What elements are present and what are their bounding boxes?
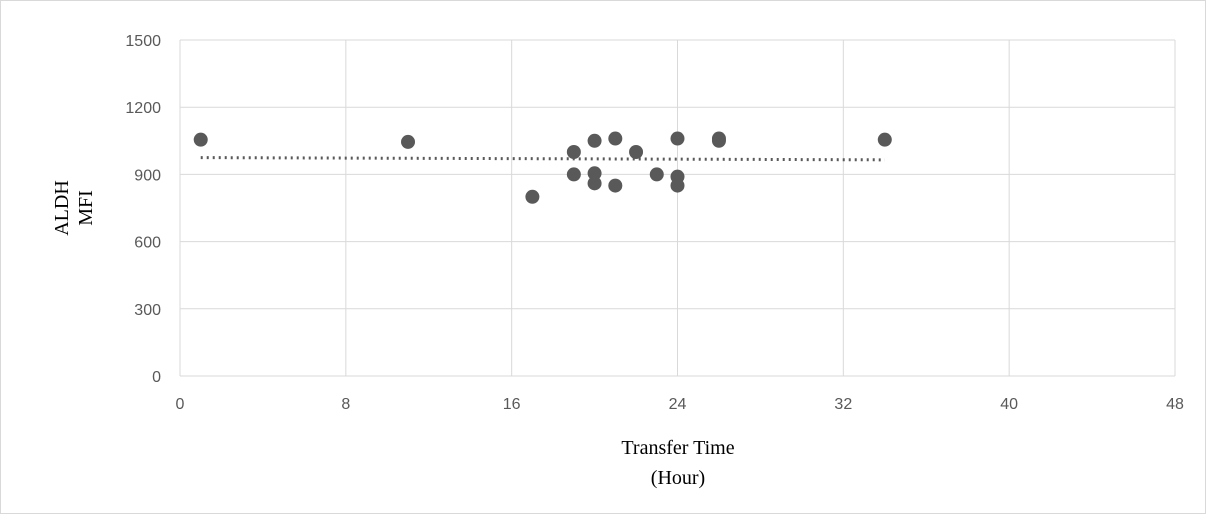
y-tick-labels: 0 300 600 900 1200 1500 — [125, 33, 161, 386]
data-point — [566, 167, 581, 182]
data-point — [877, 132, 892, 147]
x-tick-label: 32 — [834, 396, 852, 413]
y-tick-label: 300 — [134, 302, 161, 319]
x-axis-title-line-2: (Hour) — [651, 467, 705, 489]
data-point — [566, 145, 581, 159]
y-tick-label: 900 — [134, 167, 161, 184]
y-tick-label: 1200 — [125, 100, 161, 117]
data-point — [193, 132, 208, 147]
data-point — [587, 166, 602, 181]
data-point — [629, 145, 644, 159]
data-points — [193, 131, 892, 204]
data-point — [711, 133, 726, 148]
x-tick-labels: 0 8 16 24 32 40 48 — [176, 396, 1184, 413]
x-axis-title-line-1: Transfer Time — [621, 437, 734, 459]
y-axis-title-line-1: ALDH — [51, 180, 73, 236]
data-point — [670, 131, 685, 146]
data-point — [608, 178, 623, 193]
data-point — [525, 189, 540, 204]
x-tick-label: 16 — [503, 396, 521, 413]
y-tick-label: 600 — [134, 235, 161, 252]
x-tick-label: 8 — [341, 396, 350, 413]
y-axis-title-line-2: MFI — [75, 190, 97, 226]
data-point — [649, 167, 664, 182]
x-tick-label: 40 — [1000, 396, 1018, 413]
data-point — [587, 133, 602, 148]
data-point — [670, 178, 685, 193]
x-gridlines — [179, 40, 1176, 376]
x-tick-label: 24 — [669, 396, 687, 413]
trendline — [200, 156, 885, 162]
x-tick-label: 48 — [1166, 396, 1184, 413]
data-point — [608, 131, 623, 146]
data-point — [401, 134, 416, 149]
y-tick-label: 0 — [152, 369, 161, 386]
data-point — [587, 176, 602, 191]
y-tick-label: 1500 — [125, 33, 161, 50]
x-tick-label: 0 — [176, 396, 185, 413]
